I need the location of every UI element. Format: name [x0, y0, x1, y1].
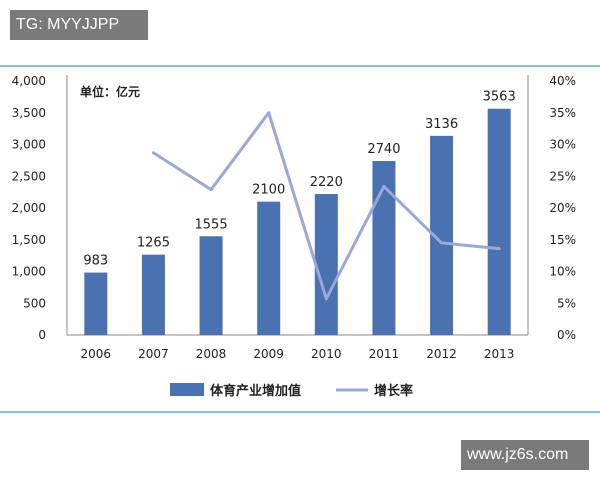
y-left-tick-label: 2,000: [12, 201, 46, 215]
growth-rate-point: [209, 188, 213, 192]
x-tick-label: 2010: [311, 347, 342, 361]
y-left-tick-label: 2,500: [12, 169, 46, 183]
bar-data-label: 1265: [137, 236, 170, 251]
bar-data-label: 1555: [195, 217, 228, 232]
x-tick-label: 2006: [81, 347, 112, 361]
bar: [84, 272, 108, 335]
y-left-tick-label: 0: [38, 328, 46, 342]
y-left-tick-label: 3,500: [12, 106, 46, 120]
y-left-tick-label: 1,500: [12, 233, 46, 247]
bar: [372, 161, 396, 335]
bar: [430, 135, 454, 335]
y-right-tick-label: 35%: [549, 106, 576, 120]
watermark-bottom-right: www.jz6s.com: [461, 440, 589, 470]
x-tick-label: 2012: [426, 347, 457, 361]
bar-data-label: 2740: [367, 142, 400, 157]
y-right-tick-label: 30%: [549, 138, 576, 152]
bar: [487, 108, 511, 335]
bar-data-label: 2100: [252, 183, 285, 198]
y-right-tick-label: 40%: [549, 74, 576, 88]
y-left-tick-label: 500: [23, 296, 46, 310]
growth-rate-point: [267, 111, 271, 115]
y-right-tick-label: 25%: [549, 169, 576, 183]
bar: [141, 254, 165, 335]
legend-bar-swatch: [170, 383, 204, 396]
growth-rate-point: [324, 297, 328, 301]
y-right-tick-label: 10%: [549, 265, 576, 279]
x-tick-label: 2009: [253, 347, 284, 361]
growth-rate-point: [382, 184, 386, 188]
bar-data-label: 3136: [425, 117, 458, 132]
x-tick-label: 2011: [369, 347, 400, 361]
y-left-tick-label: 4,000: [12, 74, 46, 88]
watermark-top-left: TG: MYYJJPP: [10, 10, 148, 40]
growth-rate-point: [497, 247, 501, 251]
y-right-tick-label: 20%: [549, 201, 576, 215]
y-left-tick-label: 3,000: [12, 138, 46, 152]
bar-data-label: 983: [83, 254, 108, 269]
legend-bar-label: 体育产业增加值: [210, 383, 301, 399]
x-tick-label: 2013: [484, 347, 515, 361]
bar-data-label: 3563: [483, 90, 516, 105]
legend-line-label: 增长率: [374, 383, 413, 399]
unit-label: 单位：亿元: [80, 84, 140, 99]
y-left-tick-label: 1,000: [12, 265, 46, 279]
x-tick-label: 2007: [138, 347, 169, 361]
bar: [257, 201, 281, 335]
y-right-tick-label: 0%: [557, 328, 576, 342]
y-right-tick-label: 5%: [557, 296, 576, 310]
bar: [199, 236, 223, 335]
bar: [314, 194, 338, 335]
bar-data-label: 2220: [310, 175, 343, 190]
y-right-tick-label: 15%: [549, 233, 576, 247]
growth-rate-point: [440, 241, 444, 245]
x-tick-label: 2008: [196, 347, 227, 361]
growth-rate-point: [151, 151, 155, 155]
